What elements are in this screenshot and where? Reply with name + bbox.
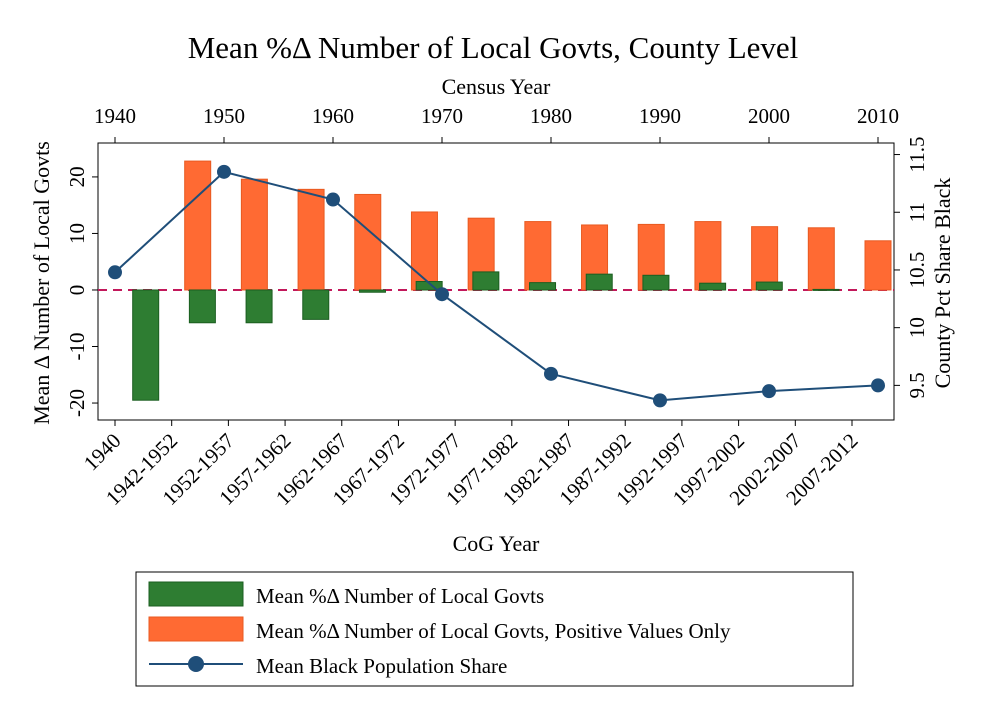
point-black-share-2010 (871, 378, 885, 393)
bar-orange-5 (410, 211, 438, 291)
bar-orange-13 (864, 240, 892, 291)
top-tick-label-1950: 1950 (203, 104, 245, 128)
bar-orange-12 (807, 227, 835, 291)
legend-label-green: Mean %Δ Number of Local Govts (256, 584, 544, 608)
bar-green-6 (415, 281, 443, 291)
ytick-label--20: -20 (65, 389, 89, 417)
bar-orange-1 (184, 160, 212, 291)
bar-green-3 (245, 289, 273, 324)
bar-green-10 (642, 274, 670, 291)
bar-green-7 (472, 271, 500, 291)
y2tick-label-3: 11 (905, 202, 929, 222)
y2-axis-label: County Pct Share Black (930, 178, 955, 389)
bar-orange-4 (354, 193, 382, 291)
point-black-share-1970 (435, 287, 449, 302)
point-black-share-1990 (653, 393, 667, 408)
top-axis-label: Census Year (442, 74, 551, 99)
top-tick-label-1970: 1970 (421, 104, 463, 128)
ytick-label-10: 10 (65, 223, 89, 244)
top-tick-label-2010: 2010 (857, 104, 899, 128)
bar-green-9 (585, 273, 613, 291)
bar-green-2 (188, 289, 216, 324)
y2tick-label-4: 11.5 (905, 137, 929, 173)
plot-area: -20 -10 0 10 20 9.5 10 10.5 11 11.5 1940 1950 1960 19… (65, 104, 929, 510)
bar-green-5 (358, 289, 386, 293)
top-tick-label-1960: 1960 (312, 104, 354, 128)
ytick-label--10: -10 (65, 333, 89, 361)
bar-orange-7 (524, 221, 552, 291)
bar-orange-3 (297, 188, 325, 291)
point-black-share-2000 (762, 384, 776, 399)
top-tick-label-2000: 2000 (748, 104, 790, 128)
xtick-label-0: 1940 (79, 429, 126, 476)
line-black-share (114, 170, 879, 402)
legend-box (135, 571, 854, 687)
legend-swatch-orange (148, 616, 244, 642)
bar-green-11 (699, 282, 727, 291)
point-black-share-1950 (217, 164, 231, 179)
y2tick-label-2: 10.5 (905, 252, 929, 289)
chart-title: Mean %Δ Number of Local Govts, County Le… (188, 30, 799, 65)
point-black-share-1960 (326, 192, 340, 207)
bar-green-8 (529, 282, 557, 291)
top-tick-label-1940: 1940 (94, 104, 136, 128)
bar-green-13 (812, 288, 840, 291)
y2tick-label-1: 10 (905, 317, 929, 338)
top-tick-label-1980: 1980 (530, 104, 572, 128)
y2tick-label-0: 9.5 (905, 372, 929, 398)
bar-orange-10 (694, 221, 722, 291)
ytick-label-0: 0 (65, 285, 89, 296)
legend-label-orange: Mean %Δ Number of Local Govts, Positive … (256, 619, 731, 643)
legend-marker-blue (188, 656, 204, 672)
ytick-label-20: 20 (65, 166, 89, 187)
bar-green-12 (755, 281, 783, 291)
point-black-share-1940 (108, 265, 122, 280)
top-tick-label-1990: 1990 (639, 104, 681, 128)
legend-label-blue: Mean Black Population Share (256, 654, 507, 678)
bar-orange-2 (240, 178, 268, 291)
point-black-share-1980 (544, 366, 558, 381)
legend: Mean %Δ Number of Local Govts Mean %Δ Nu… (135, 571, 854, 687)
bar-green-4 (302, 289, 330, 320)
y-axis-label: Mean Δ Number of Local Govts (29, 141, 54, 425)
plot-frame (97, 142, 895, 421)
bar-green-1 (132, 289, 160, 401)
x-axis-label: CoG Year (453, 531, 540, 556)
legend-swatch-green (148, 581, 244, 607)
bar-orange-11 (751, 226, 779, 291)
